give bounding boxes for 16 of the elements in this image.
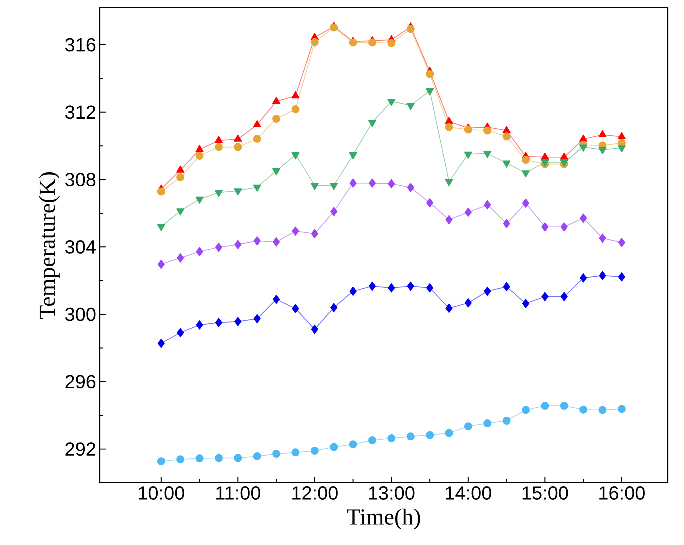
x-tick-label: 13:00 (369, 486, 415, 500)
y-tick-label: 300 (66, 308, 96, 322)
x-tick-label: 11:00 (216, 486, 260, 500)
y-tick-label: 308 (66, 173, 96, 187)
x-tick-label: 16:00 (600, 486, 645, 500)
y-tick-label: 304 (66, 240, 96, 254)
y-tick-label: 312 (66, 106, 96, 120)
y-axis-title: Temperature(K) (39, 172, 60, 319)
y-tick-label: 292 (66, 442, 96, 456)
y-tick-label: 316 (66, 38, 96, 52)
x-tick-label: 12:00 (292, 486, 338, 500)
x-tick-label: 15:00 (522, 486, 568, 500)
x-tick-label: 10:00 (139, 486, 184, 500)
x-tick-label: 14:00 (446, 486, 492, 500)
x-axis-title: Time(h) (347, 508, 420, 530)
y-tick-label: 296 (66, 375, 96, 389)
